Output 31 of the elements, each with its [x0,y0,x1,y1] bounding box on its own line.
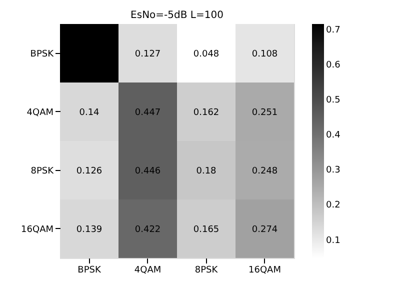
data-label: 0.127 [134,49,161,60]
y-tick-label: 8PSK [30,166,55,176]
data-label: 0.14 [79,108,100,118]
x-tick-label: 8PSK [194,266,219,276]
data-label: 0.165 [193,224,220,235]
data-label: 0.274 [252,224,278,235]
data-label: 0.18 [196,166,217,176]
color-bar-label: 0.3 [326,166,340,176]
color-bar-label: 0.7 [326,25,340,36]
chart-title: EsNo=-5dB L=100 [130,10,224,21]
data-label: 0.446 [134,166,161,176]
data-label: 0.108 [252,49,278,60]
x-tick-label: 16QAM [248,266,281,276]
data-label: 0.048 [193,49,220,60]
color-bar-label: 0.5 [326,95,340,106]
color-bar-label: 0.4 [326,130,341,141]
data-label: 0.162 [193,108,220,118]
color-bar-label: 0.6 [326,60,341,70]
data-label: 0.248 [252,166,278,176]
y-tick-label: 4QAM [26,108,54,118]
data-label: 0.422 [134,224,161,235]
color-bar-label: 0.2 [326,200,340,211]
data-label: 0.126 [76,166,102,176]
data-label: 0.139 [76,224,102,235]
y-tick-label: 16QAM [21,224,54,235]
data-label: 0.447 [134,108,161,118]
x-tick-label: 4QAM [134,266,162,276]
data-label: 0.251 [252,108,278,118]
color-bar-label: 0.1 [326,236,340,246]
y-tick-label: BPSK [30,49,55,60]
x-tick-label: BPSK [78,266,102,276]
